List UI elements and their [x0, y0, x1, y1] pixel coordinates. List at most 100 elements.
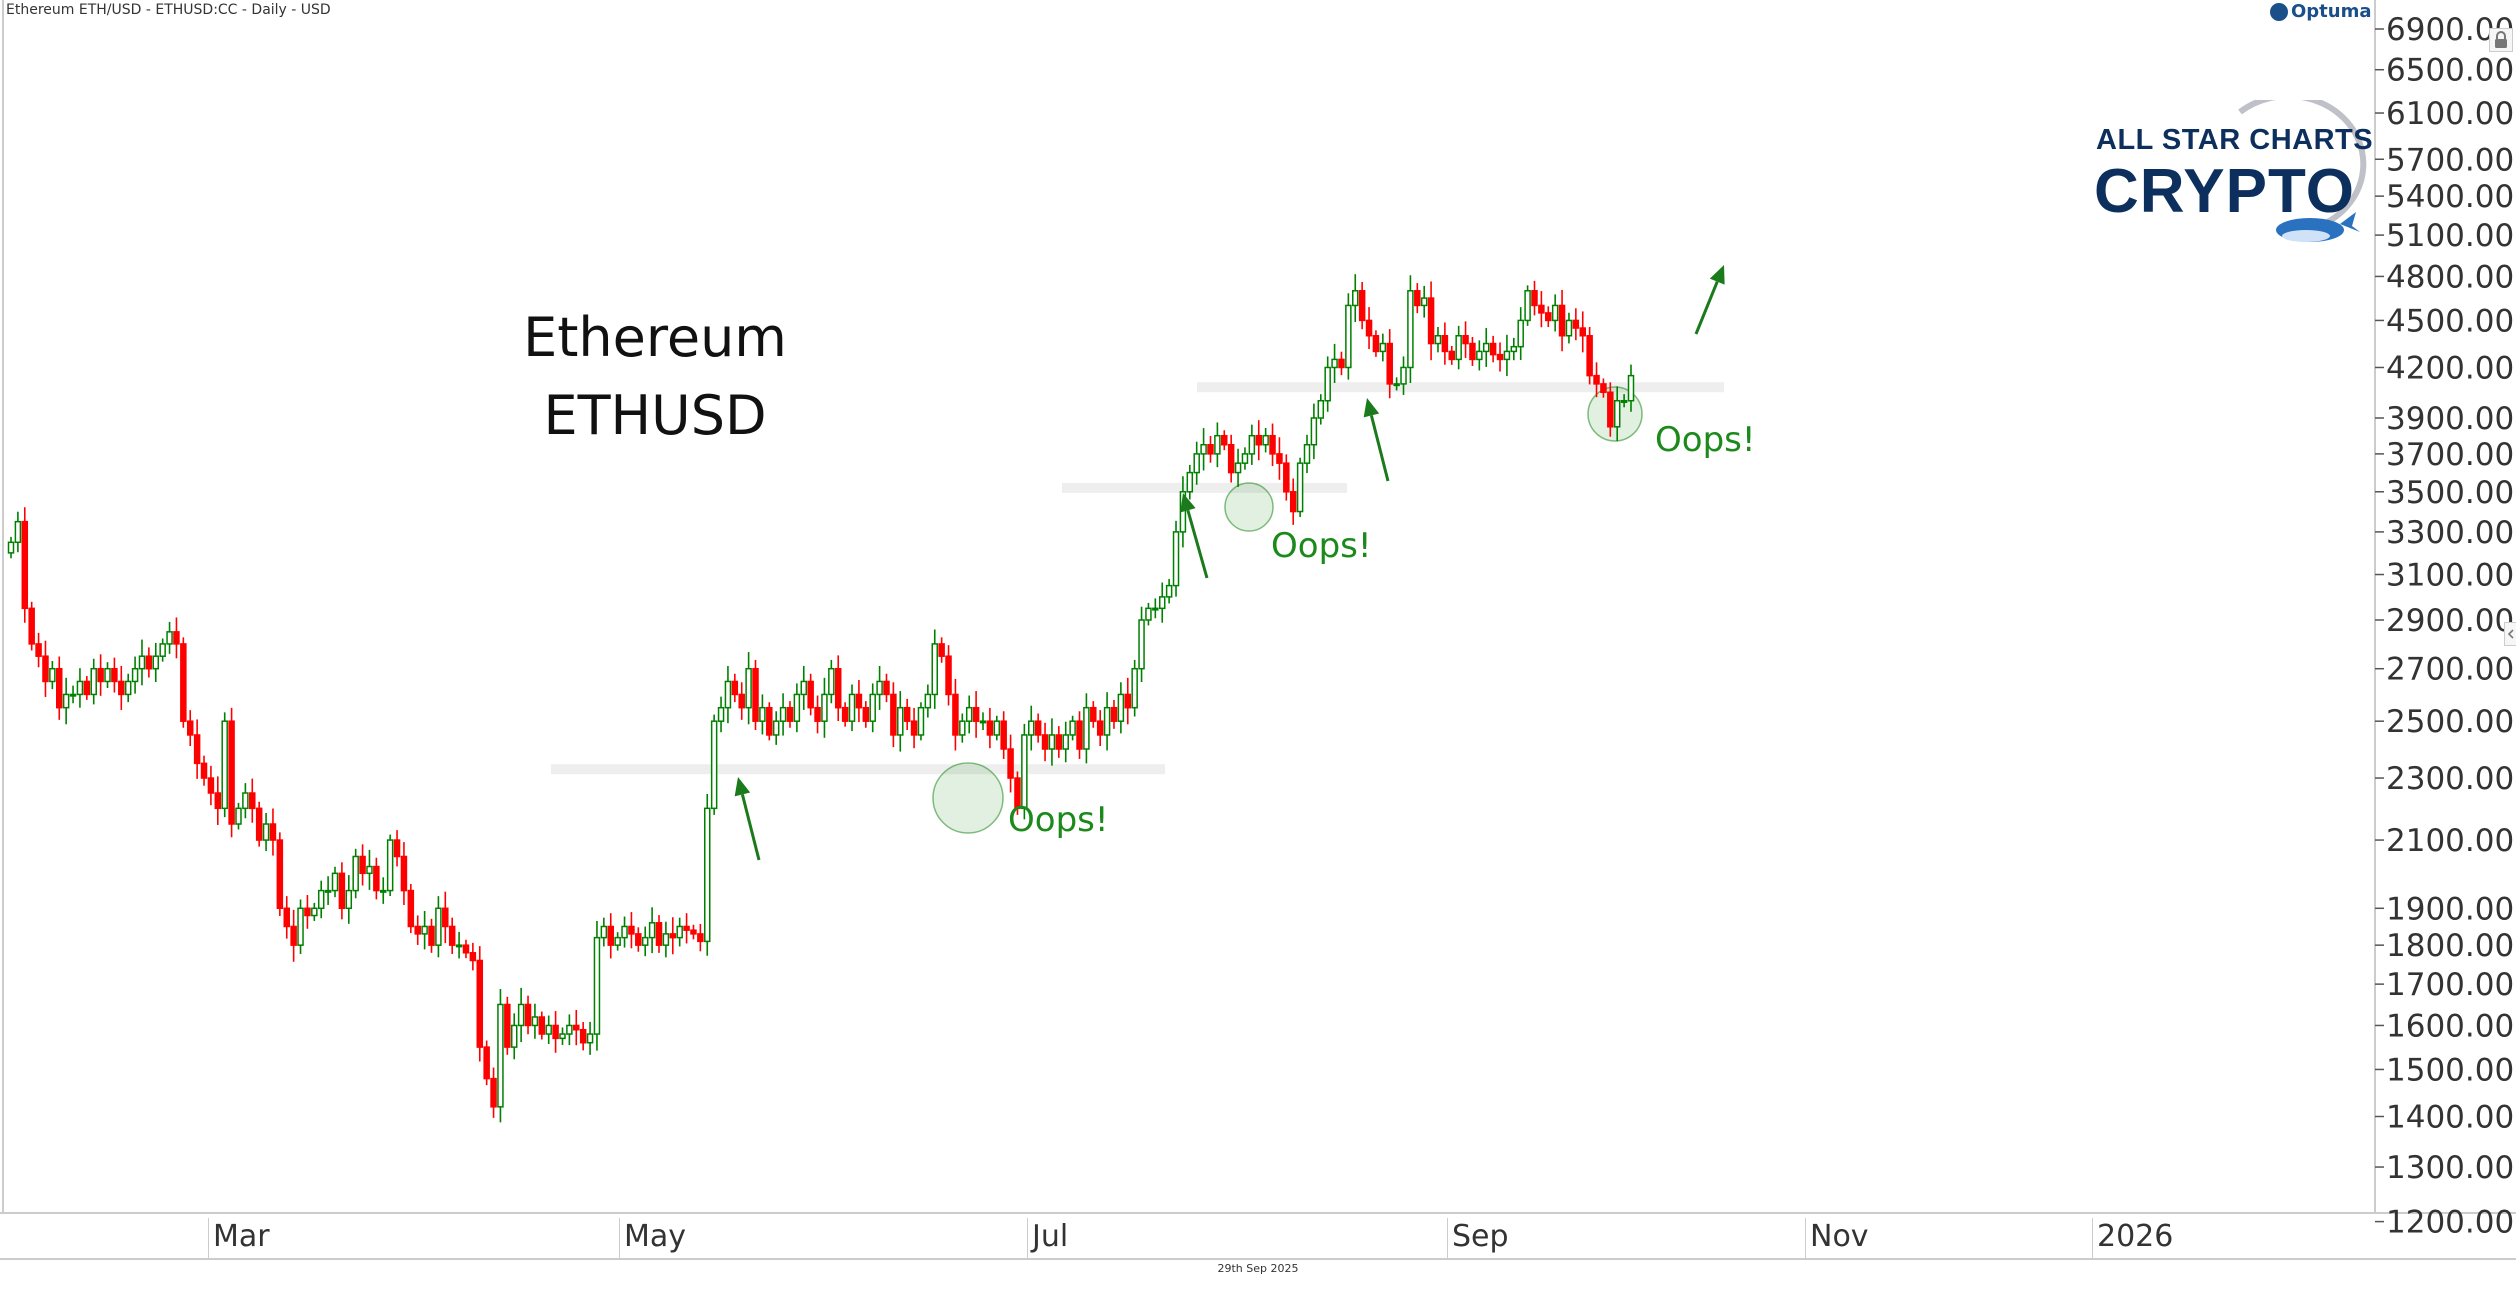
candle-up: [159, 643, 166, 657]
candle-down: [683, 925, 690, 931]
candle-up: [600, 925, 608, 939]
price-tick-label: 1300.00: [2386, 1150, 2514, 1186]
candle-down: [883, 680, 890, 696]
candle-down: [214, 792, 222, 810]
candle-up: [435, 907, 442, 946]
candle-down: [400, 855, 408, 892]
candle-down: [752, 667, 759, 722]
lock-icon[interactable]: [2489, 28, 2513, 52]
candle-up: [1062, 734, 1069, 750]
candle-down: [283, 907, 290, 928]
candle-up: [1165, 584, 1173, 598]
candle-up: [311, 907, 318, 917]
candle-down: [1110, 706, 1118, 722]
candle-down: [469, 952, 477, 962]
candle-down: [1558, 304, 1566, 337]
candle-down: [1372, 335, 1380, 353]
candle-up: [793, 693, 801, 722]
candle-down: [841, 706, 849, 722]
candle-up: [745, 667, 752, 709]
candle-up: [1517, 319, 1524, 348]
candle-up: [317, 889, 325, 910]
arrow-shaft: [1186, 509, 1209, 579]
candle-up: [510, 1024, 518, 1048]
candle-down: [200, 762, 208, 779]
time-tick-may: May: [619, 1218, 686, 1258]
candle-up: [1083, 706, 1090, 750]
candle-down: [1414, 290, 1421, 307]
candle-up: [69, 693, 77, 697]
candle-up: [455, 944, 463, 948]
candle-up: [869, 693, 876, 722]
candle-down: [462, 944, 470, 954]
candle-down: [1538, 304, 1545, 314]
candle-up: [497, 1003, 504, 1108]
candle-down: [1427, 297, 1435, 345]
candle-down: [552, 1024, 559, 1040]
allstarcharts-crypto-logo: ALL STAR CHARTS CRYPTO: [2090, 100, 2375, 250]
candle-down: [1496, 353, 1504, 361]
candle-up: [421, 925, 428, 935]
candle-up: [1455, 335, 1462, 361]
candle-down: [145, 655, 153, 670]
candle-up: [1434, 335, 1442, 345]
candle-down: [186, 720, 194, 736]
candle-up: [104, 667, 111, 683]
candle-up: [221, 720, 228, 810]
candle-up: [1262, 434, 1269, 446]
candle-down: [483, 1046, 490, 1080]
candle-up: [1186, 471, 1194, 493]
candle-down: [607, 925, 614, 946]
candle-down: [669, 933, 677, 939]
candle-down: [945, 655, 952, 696]
candle-down: [42, 655, 49, 683]
candle-up: [531, 1016, 539, 1027]
optuma-text: Optuma: [2291, 1, 2372, 22]
candle-down: [972, 706, 980, 722]
support-band: [1062, 482, 1347, 493]
candle-down: [938, 643, 945, 657]
candle-up: [1627, 374, 1635, 402]
candle-up: [924, 693, 932, 709]
candle-down: [173, 631, 180, 645]
candle-down: [111, 667, 118, 683]
time-tick-2026: 2026: [2092, 1218, 2173, 1258]
price-axis[interactable]: 6900.006500.006100.005700.005400.005100.…: [2375, 12, 2514, 1241]
lock-glyph-icon: [2495, 31, 2507, 48]
candle-down: [807, 680, 814, 709]
support-bands: [551, 382, 1724, 775]
candle-up: [566, 1024, 573, 1035]
time-tick-jul: Jul: [1027, 1218, 1068, 1258]
price-tick-label: 5400.00: [2386, 179, 2514, 215]
candle-down: [524, 1003, 532, 1027]
candle-down: [1014, 777, 1021, 810]
arrow-shaft: [1369, 415, 1390, 482]
candle-up: [772, 720, 780, 736]
candle-up: [1131, 667, 1138, 709]
candle-up: [138, 655, 146, 670]
candle-down: [910, 720, 918, 736]
candle-up: [1482, 342, 1490, 353]
arrow-shaft: [740, 794, 761, 861]
price-tick-label: 3300.00: [2386, 515, 2514, 551]
candle-down: [1090, 706, 1097, 722]
candle-down: [276, 839, 284, 910]
candle-up: [297, 907, 304, 946]
candle-down: [1586, 335, 1593, 377]
candle-down: [118, 680, 125, 696]
candle-up: [717, 706, 725, 722]
candle-up: [1158, 596, 1166, 610]
candle-down: [786, 706, 794, 722]
candle-down: [1000, 720, 1007, 750]
chevron-left-icon[interactable]: [2504, 622, 2516, 646]
arrows: [734, 265, 1725, 861]
time-tick-sep: Sep: [1447, 1218, 1509, 1258]
candle-up: [1152, 607, 1159, 611]
candle-down: [1289, 491, 1297, 513]
candle-up: [759, 706, 766, 722]
price-tick-label: 1900.00: [2386, 891, 2514, 927]
candle-up: [779, 706, 787, 722]
candle-down: [1607, 391, 1614, 428]
candle-up: [641, 936, 649, 946]
